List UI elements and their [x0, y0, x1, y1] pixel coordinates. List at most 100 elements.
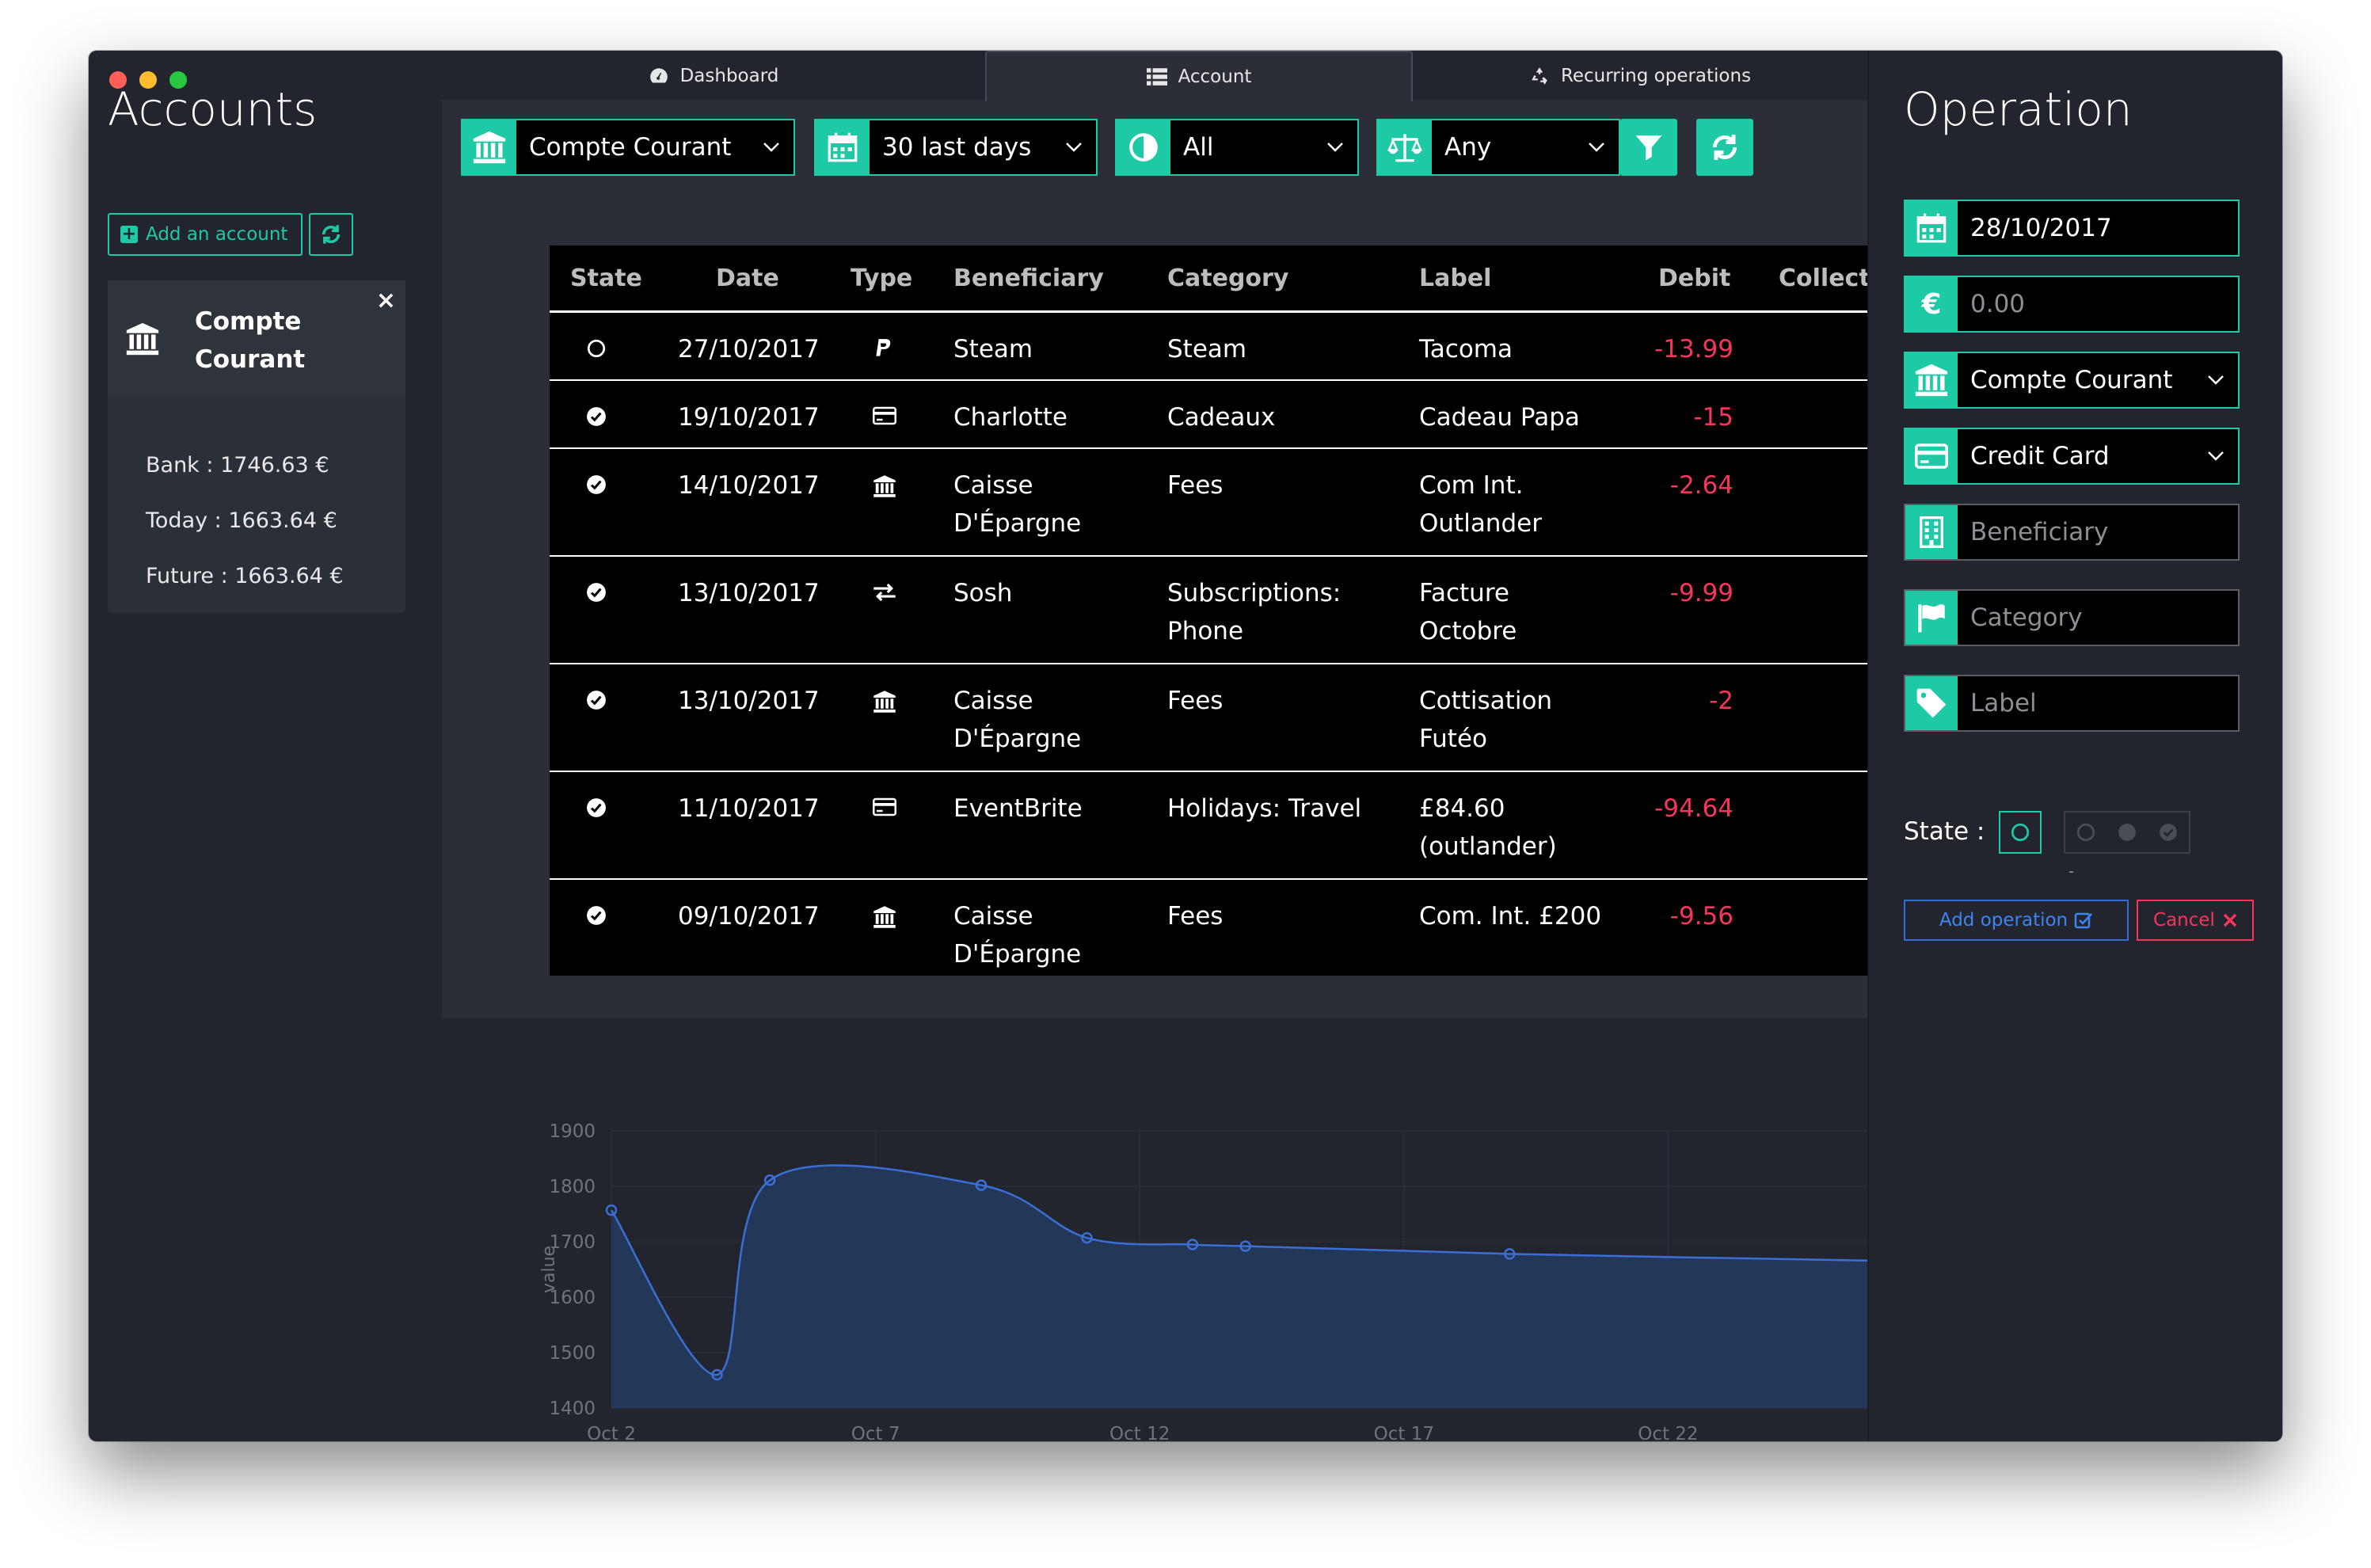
category-cell: Fees: [1167, 466, 1223, 504]
main-tabs: Dashboard Account Recurring operations: [442, 51, 1867, 101]
category-cell-line: Phone: [1167, 617, 1244, 645]
column-header-category[interactable]: Category: [1167, 264, 1289, 292]
check-circle-icon[interactable]: [586, 905, 607, 929]
account-filter-value: Compte Courant: [529, 133, 732, 162]
check-circle-icon[interactable]: [586, 690, 607, 714]
beneficiary-cell-line: Sosh: [953, 579, 1013, 607]
operation-date-field[interactable]: 28/10/2017: [1904, 200, 2240, 257]
chevron-down-icon: [749, 120, 794, 174]
beneficiary-cell-line: D'Épargne: [953, 725, 1082, 753]
cancel-button[interactable]: Cancel: [2137, 900, 2254, 941]
tab-dashboard-label: Dashboard: [679, 66, 779, 86]
column-header-state[interactable]: State: [570, 264, 642, 292]
label-cell: Facture Octobre: [1419, 574, 1517, 650]
chart-x-tick-label: Oct 22: [1638, 1424, 1698, 1440]
tag-icon: [1905, 676, 1958, 730]
label-cell-line: Outlander: [1419, 509, 1542, 538]
column-header-debit[interactable]: Debit: [1658, 264, 1731, 292]
check-circle-icon[interactable]: [586, 474, 607, 498]
date-cell: 11/10/2017: [678, 794, 820, 823]
bank-icon: [873, 474, 896, 501]
beneficiary-cell-line: Caisse: [953, 687, 1033, 715]
label-cell-line: Tacoma: [1419, 335, 1513, 363]
minimize-window-button[interactable]: [139, 71, 157, 89]
refresh-operations-button[interactable]: [1696, 119, 1753, 176]
table-row[interactable]: 19/10/2017 Charlotte Cadeaux Cadeau Papa -15: [550, 381, 1928, 449]
chart-y-tick-label: 1400: [549, 1399, 596, 1419]
future-balance: Future : 1663.64 €: [146, 564, 344, 588]
column-header-beneficiary[interactable]: Beneficiary: [953, 264, 1104, 292]
operation-account-select[interactable]: Compte Courant: [1904, 352, 2240, 409]
operation-account-value: Compte Courant: [1970, 366, 2173, 394]
column-header-date[interactable]: Date: [716, 264, 779, 292]
operation-category-field[interactable]: Category: [1904, 589, 2240, 646]
today-balance: Today : 1663.64 €: [146, 508, 337, 533]
circle-outline-icon[interactable]: [586, 338, 607, 362]
tab-recurring-operations[interactable]: Recurring operations: [1413, 51, 1867, 101]
close-window-button[interactable]: [109, 71, 127, 89]
chart-data-point: [763, 1174, 776, 1186]
maximize-window-button[interactable]: [169, 71, 187, 89]
tab-dashboard[interactable]: Dashboard: [442, 51, 985, 101]
balance-scale-icon: [1378, 120, 1432, 174]
debit-cell: -9.56: [1669, 902, 1734, 931]
amount-filter-select[interactable]: Any: [1376, 119, 1620, 176]
app-window: Accounts + Add an account × Compte Coura…: [89, 51, 2282, 1441]
refresh-icon: [322, 225, 341, 244]
recycle-icon: [1532, 67, 1547, 85]
cancel-label: Cancel: [2153, 910, 2215, 931]
credit-card-icon: [1905, 429, 1958, 483]
check-circle-icon[interactable]: [2158, 822, 2179, 843]
category-cell: Fees: [1167, 682, 1223, 720]
table-row[interactable]: 11/10/2017 EventBrite Holidays: Travel £84.…: [550, 772, 1928, 880]
table-row[interactable]: 13/10/2017 Sosh Subscriptions: Phone Facture…: [550, 557, 1928, 664]
refresh-icon: [1712, 135, 1737, 160]
state-option-pending[interactable]: [1999, 811, 2042, 854]
category-cell: Holidays: Travel: [1167, 790, 1361, 828]
table-row[interactable]: 13/10/2017 Caisse D'Épargne Fees Cottisation…: [550, 664, 1928, 772]
check-circle-icon[interactable]: [586, 582, 607, 606]
amount-filter-value: Any: [1444, 133, 1492, 162]
category-cell: Cadeaux: [1167, 398, 1275, 436]
operation-category-placeholder: Category: [1970, 603, 2083, 632]
column-header-type[interactable]: Type: [851, 264, 913, 292]
account-filter-select[interactable]: Compte Courant: [461, 119, 795, 176]
chart-data-point: [1239, 1240, 1251, 1252]
state-filter-select[interactable]: All: [1115, 119, 1359, 176]
apply-filter-button[interactable]: [1620, 119, 1677, 176]
beneficiary-cell-line: Steam: [953, 335, 1033, 363]
table-row[interactable]: 09/10/2017 Caisse D'Épargne Fees Com. Int. £…: [550, 880, 1928, 976]
add-account-button[interactable]: + Add an account: [108, 213, 303, 256]
label-cell-line: Com. Int. £200: [1419, 902, 1602, 931]
chart-x-tick-label: Oct 12: [1109, 1424, 1170, 1440]
chart-y-tick-label: 1900: [549, 1121, 596, 1142]
beneficiary-cell-line: Caisse: [953, 902, 1033, 931]
check-circle-icon[interactable]: [586, 406, 607, 430]
period-filter-select[interactable]: 30 last days: [814, 119, 1098, 176]
refresh-accounts-button[interactable]: [309, 213, 353, 256]
chevron-down-icon: [1313, 120, 1357, 174]
add-operation-button[interactable]: Add operation: [1904, 900, 2129, 941]
state-options-group[interactable]: [2064, 811, 2190, 854]
operation-label-field[interactable]: Label: [1904, 675, 2240, 732]
column-header-label[interactable]: Label: [1419, 264, 1492, 292]
close-icon[interactable]: ×: [375, 287, 396, 314]
account-card[interactable]: × Compte Courant Bank : 1746.63 € Today …: [108, 280, 405, 613]
check-circle-icon[interactable]: [586, 797, 607, 821]
account-name: Compte Courant: [195, 307, 306, 374]
operation-type-select[interactable]: Credit Card: [1904, 428, 2240, 485]
operation-amount-field[interactable]: € 0.00: [1904, 276, 2240, 333]
bank-icon: [873, 690, 896, 717]
table-row[interactable]: 14/10/2017 Caisse D'Épargne Fees Com Int. Out…: [550, 449, 1928, 557]
table-row[interactable]: 27/10/2017 Steam Steam Tacoma -13.99: [550, 313, 1928, 381]
label-cell-line: £84.60: [1419, 794, 1505, 823]
circle-outline-icon[interactable]: [2076, 822, 2096, 843]
circle-filled-icon[interactable]: [2117, 822, 2137, 843]
beneficiary-cell: Steam: [953, 330, 1033, 368]
chart-data-point: [711, 1368, 723, 1381]
date-cell: 19/10/2017: [678, 403, 820, 432]
tab-account[interactable]: Account: [985, 51, 1413, 101]
category-cell-line: Subscriptions:: [1167, 579, 1342, 607]
credit-card-icon: [873, 406, 896, 428]
operation-beneficiary-field[interactable]: Beneficiary: [1904, 504, 2240, 561]
